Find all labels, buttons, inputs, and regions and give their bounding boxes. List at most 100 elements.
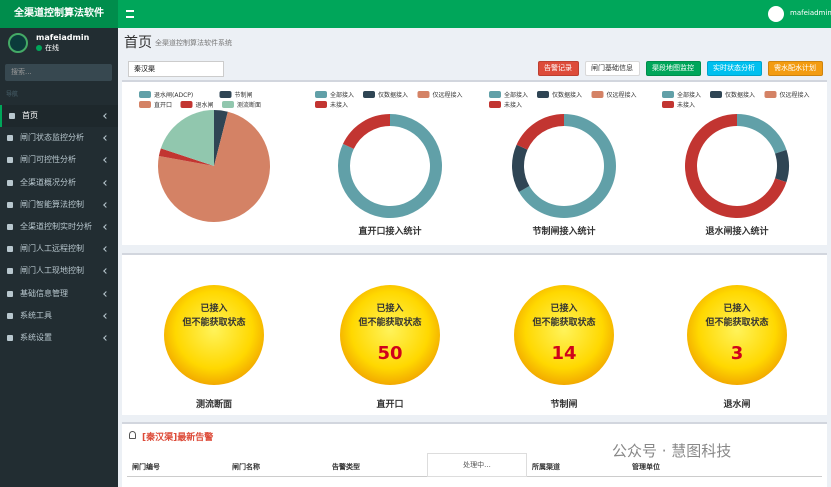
legend-label: 全部接入 xyxy=(677,91,701,99)
user-name: mafeiadmin xyxy=(36,33,90,42)
alert-title: [秦汉渠]最新告警 xyxy=(142,433,214,443)
menu-item[interactable]: 闸门状态监控分析 xyxy=(0,127,118,149)
status-circle xyxy=(514,285,614,385)
top-user[interactable]: mafeiadmin xyxy=(790,9,831,17)
menu-item[interactable]: 闸门可控性分析 xyxy=(0,149,118,171)
toolbar-button[interactable]: 需水配水计划 xyxy=(768,61,823,76)
legend-label: 仅远程接入 xyxy=(780,91,810,99)
slice xyxy=(737,114,787,154)
brand: 全渠道控制算法软件 xyxy=(0,0,118,28)
top-bar: mafeiadmin xyxy=(118,0,831,28)
legend-label: 未接入 xyxy=(330,101,348,109)
status-line: 已接入 xyxy=(550,302,577,314)
nav-label: 导航 xyxy=(6,91,19,98)
status-value: 3 xyxy=(731,343,744,364)
legend-label: 直开口 xyxy=(154,101,172,109)
legend-label: 未接入 xyxy=(677,101,695,109)
status-value: 50 xyxy=(377,343,402,364)
legend-swatch xyxy=(764,91,777,98)
legend-label: 测流断面 xyxy=(237,101,261,109)
legend-label: 仅数据接入 xyxy=(725,91,755,99)
slice xyxy=(158,111,270,222)
menu-item[interactable]: 基础信息管理 xyxy=(0,283,118,305)
slice xyxy=(775,149,789,183)
chart-panel: 退水闸(ADCP) 节制闸 直开口 退水闸 测流断面 全部接入 仅数据接入 仅远程接入 未接入直… xyxy=(122,80,827,245)
legend-swatch xyxy=(662,101,674,108)
column-header[interactable]: 闸门编号 xyxy=(132,463,160,471)
menu-item[interactable]: 全渠道控制实时分析 xyxy=(0,216,118,238)
status-line: 但不能获取状态 xyxy=(531,316,595,328)
legend-label: 全部接入 xyxy=(504,91,528,99)
legend-swatch xyxy=(219,91,232,98)
search-box[interactable]: 搜索... xyxy=(5,64,112,81)
column-header[interactable]: 管理单位 xyxy=(632,463,660,471)
processing: 处理中... xyxy=(427,453,527,477)
legend-label: 未接入 xyxy=(504,101,522,109)
legend-swatch xyxy=(662,91,674,98)
menu-item[interactable]: 首页 xyxy=(0,105,118,127)
legend-swatch xyxy=(537,91,549,98)
menu-item[interactable]: 全渠道概况分析 xyxy=(0,172,118,194)
status-line: 已接入 xyxy=(723,302,750,314)
slice xyxy=(160,110,214,166)
legend-swatch xyxy=(591,91,604,98)
avatar xyxy=(8,33,28,53)
status-label: 测流断面 xyxy=(196,398,232,410)
legend-label: 全部接入 xyxy=(330,91,354,99)
menu-item[interactable]: 闸门智能算法控制 xyxy=(0,194,118,216)
legend-label: 仅数据接入 xyxy=(378,91,408,99)
legend-swatch xyxy=(710,91,722,98)
legend-swatch xyxy=(315,101,327,108)
sidebar: 全渠道控制算法软件 mafeiadmin 在线 搜索... 导航 首页 闸门状态监… xyxy=(0,0,118,487)
status-value: 14 xyxy=(551,343,576,364)
status-dot xyxy=(36,45,42,51)
status-panel: 已接入 但不能获取状态 测流断面 已接入 但不能获取状态 50 直开口 已接入 但不能获取状态 1… xyxy=(122,253,827,415)
bell-icon xyxy=(129,431,136,439)
column-header[interactable]: 告警类型 xyxy=(332,463,360,471)
column-header[interactable]: 所属渠道 xyxy=(532,463,560,471)
chart-title: 节制闸接入统计 xyxy=(532,225,595,237)
page-title: 首页 xyxy=(124,35,152,51)
menu-toggle[interactable] xyxy=(126,10,134,18)
menu-item[interactable]: 闸门人工远程控制 xyxy=(0,238,118,260)
canal-select[interactable]: 秦汉渠 xyxy=(128,61,224,77)
status-line: 已接入 xyxy=(200,302,227,314)
status-label: 退水闸 xyxy=(723,398,750,410)
alert-panel: [秦汉渠]最新告警 闸门编号闸门名称告警类型告警时间所属渠道管理单位 处理中..… xyxy=(122,422,827,487)
legend-swatch xyxy=(315,91,327,98)
user-avatar[interactable] xyxy=(768,6,784,22)
legend-swatch xyxy=(180,101,193,108)
legend-swatch xyxy=(489,101,501,108)
menu-item[interactable]: 系统设置 xyxy=(0,327,118,349)
column-header[interactable]: 闸门名称 xyxy=(232,463,260,471)
legend-label: 仅远程接入 xyxy=(433,91,463,99)
toolbar-button[interactable]: 渠段地图监控 xyxy=(646,61,701,76)
slice xyxy=(511,144,530,192)
status-line: 已接入 xyxy=(376,302,403,314)
chart-title: 直开口接入统计 xyxy=(358,225,421,237)
toolbar-button[interactable]: 实时状态分析 xyxy=(707,61,762,76)
slice xyxy=(342,113,390,149)
status-line: 但不能获取状态 xyxy=(357,316,421,328)
menu-item[interactable]: 闸门人工现地控制 xyxy=(0,260,118,282)
toolbar-button[interactable]: 闸门基础信息 xyxy=(585,61,640,76)
user-status: 在线 xyxy=(45,44,59,52)
status-line: 但不能获取状态 xyxy=(181,316,245,328)
legend-swatch xyxy=(489,91,501,98)
slice xyxy=(214,110,228,166)
page-subtitle: 全渠道控制算法软件系统 xyxy=(155,39,232,47)
status-label: 节制闸 xyxy=(550,398,577,410)
status-label: 直开口 xyxy=(376,398,403,410)
legend-swatch xyxy=(417,91,430,98)
status-circle xyxy=(340,285,440,385)
legend-swatch xyxy=(139,91,151,98)
toolbar-button[interactable]: 告警记录 xyxy=(538,61,579,76)
status-circle xyxy=(687,285,787,385)
slice xyxy=(516,114,564,150)
legend-label: 退水闸(ADCP) xyxy=(154,91,193,99)
watermark: 公众号 · 慧图科技 xyxy=(612,442,732,460)
menu-item[interactable]: 系统工具 xyxy=(0,305,118,327)
legend-label: 节制闸 xyxy=(235,91,253,99)
legend-swatch xyxy=(222,101,234,108)
